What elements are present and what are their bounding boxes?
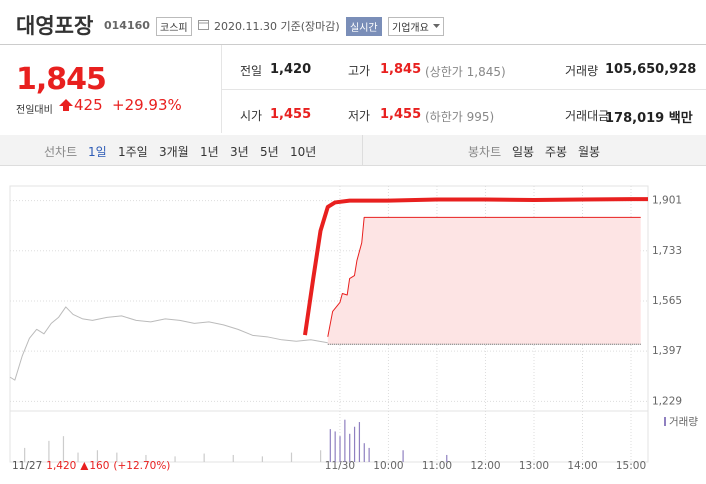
up-icon	[80, 462, 89, 470]
volume-bar	[203, 453, 205, 462]
tab-item[interactable]: 1주일	[118, 145, 148, 159]
volume-bar	[48, 440, 50, 462]
line	[327, 216, 641, 337]
calendar-icon	[198, 20, 209, 30]
volume-bar	[77, 452, 79, 462]
y-tick-label: 1,397	[652, 345, 682, 357]
tab-item[interactable]: 1일	[88, 145, 107, 159]
quote-note: (하한가 995)	[425, 110, 495, 124]
chart: 1,901 1,733 1,565 1,397 1,229 11/30 10:00 11:00…	[9, 185, 698, 472]
y-tick-label: 1,901	[652, 195, 682, 207]
quote-value: 1,455	[270, 107, 312, 122]
x-tick-label: 12:00	[470, 460, 500, 472]
volume-bar	[339, 436, 341, 462]
volume-bar	[402, 450, 404, 462]
volume-bar	[446, 454, 448, 462]
volume-bar	[145, 454, 147, 462]
tab-item[interactable]: 10년	[290, 145, 317, 159]
volume-bar	[174, 456, 176, 462]
price: 1,845	[16, 62, 107, 97]
volume-bar	[62, 436, 65, 462]
y-tick-label: 1,565	[652, 295, 682, 307]
quote-value: 178,019 백만	[605, 111, 693, 126]
quote-value: 1,455	[380, 107, 422, 122]
tab-item[interactable]: 일봉	[512, 145, 535, 159]
tab-bar	[0, 135, 706, 166]
line	[303, 197, 648, 336]
dropdown-arrow	[432, 24, 440, 28]
line	[9, 306, 328, 381]
volume-legend-mark	[664, 417, 666, 426]
tab-label: 선차트	[44, 145, 78, 159]
volume-bar	[334, 431, 336, 462]
quote-label: 저가	[348, 109, 371, 123]
prev-label-date: 11/27	[12, 460, 42, 472]
x-tick-label: 13:00	[519, 460, 549, 472]
area	[327, 217, 641, 345]
market-badge: 코스피	[156, 17, 192, 36]
tab-item[interactable]: 월봉	[578, 145, 601, 159]
x-tick-label: 15:00	[616, 460, 646, 472]
quote-value: 1,420	[270, 62, 312, 77]
volume-bar	[116, 452, 118, 462]
divider	[221, 89, 706, 90]
volume-bar	[261, 456, 263, 462]
change-label: 전일대비	[16, 105, 53, 116]
volume-bar	[358, 422, 361, 462]
prev-label-close: 1,420	[46, 460, 76, 472]
volume-bar	[232, 454, 234, 462]
volume-bar	[290, 452, 293, 462]
realtime-badge[interactable]: 실시간	[346, 17, 382, 36]
divider	[362, 135, 363, 165]
tab-item[interactable]: 5년	[260, 145, 279, 159]
change-rate: +29.93%	[112, 96, 182, 114]
volume-bar	[344, 419, 346, 462]
volume-bar	[363, 443, 365, 462]
tab-item[interactable]: 3년	[230, 145, 249, 159]
quote-value: 1,845	[380, 62, 422, 77]
stock-code: 014160	[104, 19, 150, 32]
volume-bar	[24, 447, 26, 462]
overview-dropdown[interactable]: 기업개요	[388, 17, 444, 36]
volume-bar	[329, 429, 331, 462]
y-tick-label: 1,229	[652, 395, 682, 407]
tab-item[interactable]: 주봉	[545, 145, 568, 159]
quote-label: 시가	[240, 109, 263, 123]
volume-bar	[368, 447, 370, 462]
prev-label-rate: (+12.70%)	[113, 460, 170, 472]
tab-label: 봉차트	[468, 145, 502, 159]
quote-note: (상한가 1,845)	[425, 65, 506, 79]
y-tick-label: 1,733	[652, 245, 682, 257]
x-tick-label: 14:00	[567, 460, 597, 472]
volume-bar	[96, 450, 99, 462]
x-tick-label: 11/30	[325, 460, 355, 472]
date: 2020.11.30 기준(장마감)	[214, 20, 340, 33]
quote-label: 고가	[348, 64, 371, 78]
prev-label-change: 160	[89, 460, 109, 472]
quote-label: 거래량	[565, 64, 599, 78]
volume-bar	[353, 426, 356, 462]
quote-label: 전일	[240, 64, 263, 78]
volume-bar	[320, 450, 322, 462]
up-icon	[59, 99, 73, 111]
quote-value: 105,650,928	[605, 62, 697, 77]
volume-legend: 거래량	[669, 416, 698, 428]
tab-item[interactable]: 3개월	[159, 145, 189, 159]
tab-item[interactable]: 1년	[200, 145, 219, 159]
volume-bar	[349, 433, 351, 462]
x-tick-label: 10:00	[373, 460, 403, 472]
quote-label: 거래대금	[565, 109, 610, 123]
stock-name: 대영포장	[16, 14, 94, 38]
x-tick-label: 11:00	[422, 460, 452, 472]
overview-text: 기업개요	[392, 23, 429, 34]
change: 425	[74, 96, 103, 114]
plot-frame	[9, 185, 649, 463]
